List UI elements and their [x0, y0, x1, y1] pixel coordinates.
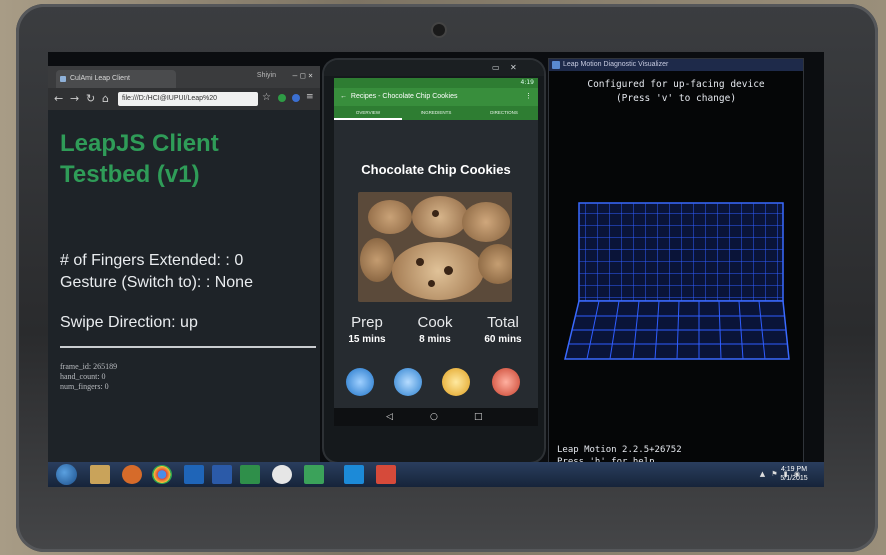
emulator-taskbar-icon[interactable] [376, 465, 396, 484]
interaction-grid [564, 202, 790, 360]
fingers-extended-text: # of Fingers Extended: : 0 [60, 252, 244, 269]
swipe-icon[interactable] [346, 368, 374, 396]
prep-value: 15 mins [348, 334, 386, 345]
laptop-brand [380, 500, 470, 520]
page-title-line: LeapJS Client [60, 130, 219, 157]
visualizer-title-bar: Leap Motion Diagnostic Visualizer [549, 59, 803, 71]
forward-icon[interactable]: → [70, 92, 80, 105]
window-controls[interactable]: –□× [292, 71, 316, 80]
minimize-icon[interactable]: ▭ [492, 63, 500, 72]
nav-recents-icon[interactable]: □ [474, 412, 483, 422]
nav-home-icon[interactable]: ○ [430, 412, 438, 422]
frame-id-text: frame_id: 265189 [60, 362, 118, 371]
web-page: LeapJS Client Testbed (v1) # of Fingers … [48, 110, 320, 466]
prep-label: Prep [351, 314, 383, 331]
android-emulator: ▭ ✕ 4:19 ← Recipes - Chocolate Chip Cook… [324, 60, 544, 462]
gesture-text: Gesture (Switch to): : None [60, 274, 253, 291]
app-bar: ← Recipes - Chocolate Chip Cookies ⋮ [334, 88, 538, 106]
nav-back-icon[interactable]: ◁ [386, 412, 393, 422]
browser-tab[interactable]: CulAmi Leap Client [56, 70, 176, 88]
recipe-overview: Chocolate Chip Cookies Prep 15 mins Cook… [334, 120, 538, 408]
stop-icon[interactable] [492, 368, 520, 396]
clock-time: 4:19 PM [780, 466, 808, 473]
timer-icon[interactable] [442, 368, 470, 396]
outlook-icon[interactable] [184, 465, 204, 484]
reload-icon[interactable]: ↻ [86, 92, 96, 105]
version-text: Leap Motion 2.2.5+26752 [557, 445, 682, 455]
visualizer-title: Leap Motion Diagnostic Visualizer [563, 61, 669, 68]
chrome-icon[interactable] [152, 465, 172, 484]
browser-toolbar: ← → ↻ ⌂ file:///D:/HCI@IUPUI/Leap%20 ☆ ≡ [48, 88, 320, 110]
recipe-tabs: OVERVIEW INGREDIENTS DIRECTIONS [334, 106, 538, 120]
grab-icon[interactable] [394, 368, 422, 396]
word-icon[interactable] [212, 465, 232, 484]
emulator-toolbar: ▭ ✕ [324, 60, 544, 76]
back-icon[interactable]: ← [54, 92, 64, 105]
hand-count-text: hand_count: 0 [60, 372, 106, 381]
browser-tab-title: CulAmi Leap Client [70, 75, 130, 82]
laptop-screen: CulAmi Leap Client Shiyin –□× ← → ↻ ⌂ fi… [48, 52, 824, 487]
leap-app-icon [552, 61, 560, 69]
browser-window: CulAmi Leap Client Shiyin –□× ← → ↻ ⌂ fi… [48, 66, 320, 466]
divider [60, 346, 316, 348]
diagnostic-visualizer-window: Leap Motion Diagnostic Visualizer Config… [548, 58, 804, 476]
browser-tab-bar: CulAmi Leap Client Shiyin –□× [48, 66, 320, 88]
overflow-menu-icon[interactable]: ⋮ [525, 93, 532, 100]
tab-directions[interactable]: DIRECTIONS [490, 110, 518, 115]
excel-icon[interactable] [240, 465, 260, 484]
extension-icon[interactable] [292, 94, 300, 102]
start-button[interactable] [56, 464, 77, 485]
leap-app-taskbar-icon[interactable] [344, 465, 364, 484]
status-bar: 4:19 [334, 78, 538, 88]
clock-date: 5/1/2015 [780, 475, 808, 482]
extension-icon[interactable] [278, 94, 286, 102]
media-icon[interactable] [272, 465, 292, 484]
home-icon[interactable]: ⌂ [102, 92, 109, 105]
cook-label: Cook [417, 314, 453, 331]
firefox-icon[interactable] [122, 465, 142, 484]
app-title: Recipes - Chocolate Chip Cookies [350, 93, 458, 100]
cookie-photo [358, 192, 512, 302]
menu-icon[interactable]: ≡ [306, 92, 314, 102]
total-label: Total [487, 314, 519, 331]
total-value: 60 mins [484, 334, 522, 345]
swipe-direction-text: Swipe Direction: up [60, 314, 198, 331]
android-nav-bar: ◁ ○ □ [334, 408, 538, 426]
webcam [433, 24, 445, 36]
back-arrow-icon[interactable]: ← [340, 93, 347, 100]
page-title-line: Testbed (v1) [60, 161, 200, 188]
num-fingers-text: num_fingers: 0 [60, 382, 109, 391]
close-icon[interactable]: ✕ [510, 63, 517, 72]
bookmark-star-icon[interactable]: ☆ [262, 92, 271, 103]
clock[interactable]: 4:19 PM 5/1/2015 [768, 465, 820, 483]
windows-taskbar: ▲ ⚑ ▮ ◉ 4:19 PM 5/1/2015 [48, 462, 824, 487]
android-studio-icon[interactable] [304, 465, 324, 484]
tab-overview[interactable]: OVERVIEW [334, 106, 402, 120]
config-hint-text: (Press 'v' to change) [615, 93, 737, 104]
page-title: LeapJS Client Testbed (v1) [60, 128, 310, 190]
system-tray[interactable]: ▲ ⚑ ▮ ◉ [759, 470, 802, 478]
cook-value: 8 mins [419, 334, 451, 345]
recipe-title: Chocolate Chip Cookies [361, 162, 511, 177]
profile-name[interactable]: Shiyin [256, 72, 276, 79]
tab-ingredients[interactable]: INGREDIENTS [420, 110, 452, 115]
config-text: Configured for up-facing device [587, 79, 765, 90]
status-time: 4:19 [520, 79, 534, 86]
address-bar[interactable]: file:///D:/HCI@IUPUI/Leap%20 [118, 92, 258, 106]
file-explorer-icon[interactable] [90, 465, 110, 484]
favicon-icon [60, 76, 66, 82]
